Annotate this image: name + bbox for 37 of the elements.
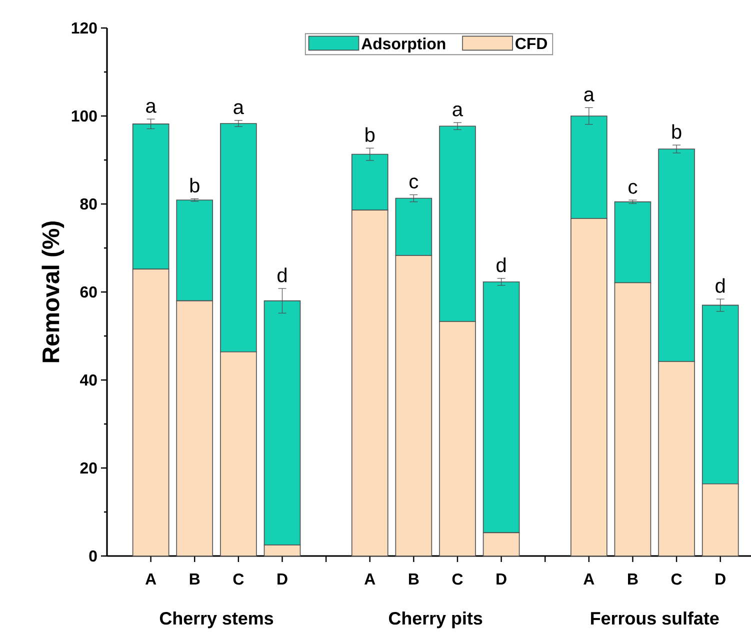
data-label: b: [190, 178, 200, 193]
text: Cherry pits: [388, 612, 482, 628]
y-axis-title: Removal (%): [42, 221, 64, 362]
data-label: a: [584, 90, 594, 102]
y-tick-label: 80: [80, 198, 97, 210]
data-label: b: [672, 124, 682, 139]
legend-label: CFD: [516, 38, 548, 50]
x-tick-label: C: [233, 574, 244, 585]
x-tick-label: D: [278, 574, 288, 584]
y-tick-label: 100: [72, 110, 97, 122]
x-tick-label: B: [408, 574, 419, 584]
y-tick-label: 20: [80, 462, 97, 474]
x-tick-label: D: [496, 574, 506, 584]
data-label: c: [410, 178, 418, 189]
x-tick-label: B: [628, 574, 638, 584]
data-label: b: [366, 127, 375, 142]
y-tick-label: 120: [72, 22, 97, 34]
x-tick-label: A: [145, 574, 156, 584]
x-tick-label: A: [364, 574, 376, 584]
x-tick-label: B: [190, 574, 200, 584]
y-tick-label: 60: [80, 286, 97, 298]
data-label: c: [628, 182, 638, 194]
x-tick-label: A: [584, 574, 594, 584]
text: Ferrous sulfate: [591, 612, 719, 625]
data-label: a: [452, 105, 464, 116]
y-tick-label: 0: [89, 550, 97, 562]
y-tick-label: 40: [80, 374, 97, 386]
legend-label: Adsorption: [362, 38, 446, 53]
data-label: d: [496, 258, 506, 272]
data-label: a: [234, 103, 244, 114]
data-label: d: [716, 278, 725, 293]
x-tick-label: C: [671, 574, 682, 585]
x-tick-label: D: [716, 574, 726, 584]
data-label: d: [278, 268, 286, 282]
text: Cherry stems: [160, 612, 274, 628]
data-label: a: [146, 102, 156, 113]
x-tick-label: C: [452, 574, 463, 585]
